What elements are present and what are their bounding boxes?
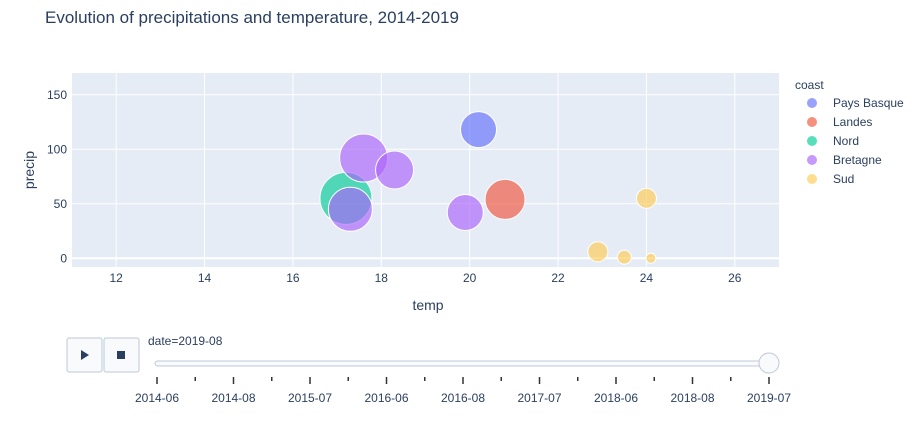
legend-title: coast — [795, 78, 824, 92]
legend-marker[interactable] — [806, 97, 818, 109]
y-tick-label: 100 — [47, 142, 67, 156]
legend-label[interactable]: Nord — [833, 134, 859, 148]
slider-tick-label: 2017-07 — [517, 391, 561, 405]
x-tick-label: 20 — [463, 271, 477, 285]
point-bretagne[interactable] — [327, 186, 373, 232]
legend-marker[interactable] — [806, 135, 818, 147]
slider-tick-label: 2014-06 — [135, 391, 179, 405]
legend-label[interactable]: Sud — [833, 172, 854, 186]
x-tick-label: 26 — [728, 271, 742, 285]
y-axis-ticks: 0 50 100 150 — [47, 88, 67, 265]
grid-lines — [72, 73, 779, 267]
legend-item-pays-basque[interactable]: Pays Basque — [806, 96, 905, 110]
x-tick-label: 14 — [198, 271, 212, 285]
x-axis-ticks: 12 14 16 18 20 22 24 26 — [110, 271, 742, 285]
x-tick-label: 18 — [375, 271, 389, 285]
slider-ticks: 2014-06 2014-08 2015-07 2016-06 2016-08 2017-… — [135, 377, 791, 405]
legend[interactable]: Pays Basque Landes Nord Bretagne Sud — [806, 96, 905, 186]
x-tick-label: 22 — [551, 271, 565, 285]
slider-rail[interactable] — [154, 360, 771, 367]
stop-icon[interactable] — [117, 351, 125, 359]
slider-handle[interactable] — [758, 352, 780, 374]
slider-tick-label: 2018-08 — [670, 391, 714, 405]
legend-marker[interactable] — [806, 116, 818, 128]
slider-tick-label: 2015-07 — [288, 391, 332, 405]
slider-tick-label: 2019-07 — [747, 391, 791, 405]
point-bretagne[interactable] — [375, 150, 415, 190]
y-tick-label: 50 — [54, 197, 68, 211]
legend-label[interactable]: Bretagne — [833, 153, 882, 167]
y-axis-label: precip — [21, 151, 37, 189]
play-icon[interactable] — [81, 350, 89, 360]
y-tick-label: 0 — [60, 251, 67, 265]
point-landes[interactable] — [484, 178, 526, 220]
x-tick-label: 24 — [640, 271, 654, 285]
slider-tick-label: 2014-08 — [211, 391, 255, 405]
point-bretagne[interactable] — [446, 194, 484, 232]
stop-button[interactable] — [103, 337, 140, 373]
slider-tick-label: 2016-08 — [441, 391, 485, 405]
y-tick-label: 150 — [47, 88, 67, 102]
legend-item-sud[interactable]: Sud — [806, 172, 855, 186]
point-sud[interactable] — [616, 249, 632, 265]
chart-title: Evolution of precipitations and temperat… — [45, 8, 459, 27]
play-button[interactable] — [66, 337, 103, 373]
point-pays-basque[interactable] — [460, 111, 498, 149]
plot-area — [72, 73, 779, 267]
legend-item-bretagne[interactable]: Bretagne — [806, 153, 883, 167]
slider-tick-label: 2018-06 — [594, 391, 638, 405]
legend-item-landes[interactable]: Landes — [806, 115, 873, 129]
legend-item-nord[interactable]: Nord — [806, 134, 860, 148]
data-points — [319, 111, 657, 265]
point-sud[interactable] — [645, 252, 657, 264]
slider-tick-label: 2016-06 — [364, 391, 408, 405]
legend-marker[interactable] — [806, 173, 818, 185]
x-tick-label: 16 — [286, 271, 300, 285]
point-sud[interactable] — [587, 241, 609, 263]
x-axis-label: temp — [412, 297, 443, 313]
x-tick-label: 12 — [110, 271, 124, 285]
legend-label[interactable]: Landes — [833, 115, 872, 129]
legend-marker[interactable] — [806, 154, 818, 166]
legend-label[interactable]: Pays Basque — [833, 96, 904, 110]
point-sud[interactable] — [635, 187, 657, 209]
slider-current-label: date=2019-08 — [148, 334, 223, 348]
